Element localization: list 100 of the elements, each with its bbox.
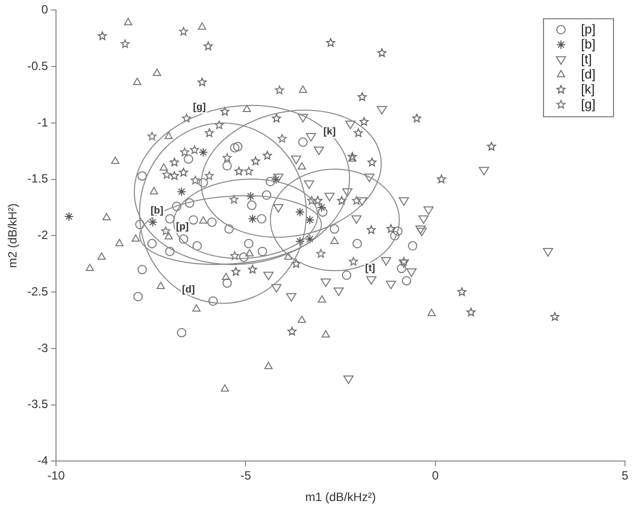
point	[316, 202, 326, 212]
point	[97, 252, 106, 260]
point	[98, 31, 107, 40]
point	[132, 234, 140, 242]
point	[230, 143, 240, 152]
point	[342, 270, 352, 280]
point	[172, 202, 182, 212]
point	[251, 156, 260, 166]
point	[318, 295, 326, 303]
point	[165, 246, 175, 256]
point	[204, 128, 214, 137]
point	[115, 238, 124, 246]
point	[352, 238, 362, 248]
y-tick-label: -2.5	[27, 284, 48, 298]
point	[120, 39, 130, 48]
x-tick-label: -5	[240, 468, 252, 483]
legend-label: [k]	[581, 81, 595, 96]
x-axis-title: m1 (dB/kHz²)	[305, 490, 376, 504]
point	[342, 188, 352, 197]
point	[182, 114, 192, 122]
point	[295, 236, 305, 246]
point	[273, 174, 284, 182]
point	[242, 104, 251, 112]
point	[368, 158, 377, 166]
point	[176, 187, 186, 196]
point	[190, 145, 200, 154]
point	[550, 312, 560, 321]
point	[408, 241, 418, 251]
point	[286, 293, 296, 302]
point	[364, 174, 374, 182]
point	[307, 196, 316, 205]
point	[272, 114, 281, 122]
point	[380, 257, 392, 266]
point	[398, 259, 409, 268]
point	[320, 278, 331, 288]
point	[393, 226, 403, 236]
point	[322, 330, 330, 338]
x-tick-label: 5	[622, 468, 629, 483]
point	[358, 92, 367, 101]
point	[244, 238, 254, 248]
point	[220, 384, 229, 392]
point	[377, 48, 386, 57]
point	[436, 174, 446, 184]
point	[402, 276, 412, 286]
point	[198, 178, 208, 188]
point	[376, 106, 387, 115]
point	[466, 308, 476, 316]
legend-label: [d]	[581, 66, 596, 82]
point	[204, 42, 213, 50]
point	[354, 128, 363, 137]
point	[478, 166, 490, 176]
point	[133, 78, 142, 85]
y-tick-label: -3	[37, 340, 48, 355]
point	[239, 252, 249, 262]
point	[351, 215, 362, 224]
y-tick-label: -2	[37, 228, 48, 242]
point	[248, 214, 258, 224]
point	[86, 264, 94, 271]
point	[111, 156, 120, 164]
point	[278, 134, 287, 143]
point	[298, 137, 308, 147]
point	[396, 264, 406, 274]
point	[222, 272, 230, 280]
point	[386, 224, 396, 233]
y-axis-title: m2 (dB/kH²)	[6, 203, 20, 268]
point	[198, 22, 206, 30]
point	[222, 161, 232, 170]
point	[160, 163, 168, 171]
point	[295, 207, 305, 217]
point	[427, 308, 436, 316]
point	[386, 280, 396, 290]
point	[152, 68, 162, 76]
point	[220, 106, 230, 116]
point	[416, 228, 427, 236]
point	[64, 212, 74, 222]
point	[262, 190, 272, 200]
point	[199, 216, 208, 224]
point	[357, 197, 368, 206]
point	[266, 176, 276, 186]
point	[234, 166, 244, 176]
point	[208, 296, 218, 306]
point	[245, 249, 254, 256]
point	[318, 207, 328, 217]
point	[165, 214, 175, 224]
point	[330, 224, 340, 234]
annotation: [d]	[182, 284, 195, 296]
point	[204, 171, 214, 180]
point	[180, 148, 190, 156]
point	[246, 192, 256, 201]
y-tick-label: -3.5	[27, 397, 48, 412]
point	[457, 287, 466, 296]
point	[178, 234, 188, 244]
point	[198, 78, 207, 86]
point	[306, 133, 316, 142]
legend-label: [g]	[581, 96, 596, 112]
point	[542, 248, 554, 257]
point	[314, 146, 324, 156]
point	[305, 215, 315, 225]
point	[184, 154, 194, 164]
point	[170, 171, 179, 180]
